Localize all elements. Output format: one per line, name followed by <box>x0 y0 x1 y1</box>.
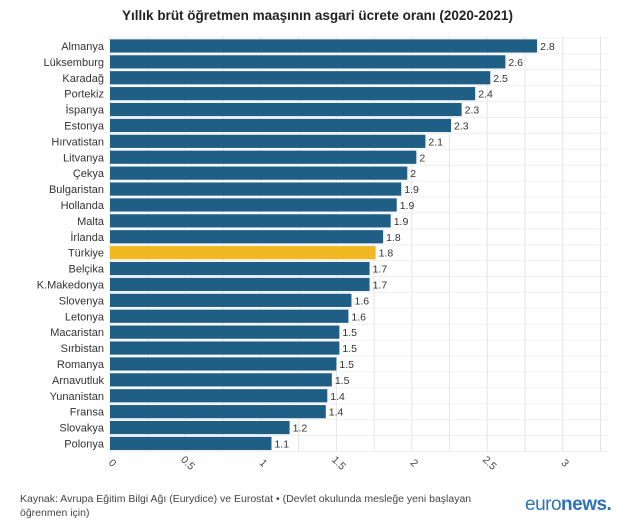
value-label: 1.7 <box>373 264 388 276</box>
value-label: 2 <box>410 168 416 180</box>
bar <box>110 389 328 403</box>
category-label: Lüksemburg <box>43 57 104 69</box>
value-label: 1.8 <box>386 232 401 244</box>
logo-part-euro: euro <box>525 494 562 515</box>
category-label: Hırvatistan <box>51 136 104 148</box>
bar <box>110 118 452 133</box>
value-label: 2.3 <box>454 120 469 132</box>
value-label: 1.5 <box>342 343 357 355</box>
value-label: 2.6 <box>508 57 523 69</box>
value-label: 1.4 <box>330 391 345 403</box>
value-label: 2.4 <box>478 89 493 101</box>
category-label: Litvanya <box>63 152 105 164</box>
category-label: Fransa <box>70 407 105 419</box>
category-label: Polonya <box>64 438 105 450</box>
euronews-logo[interactable]: euronews. <box>525 494 612 516</box>
bar <box>110 230 384 244</box>
category-label: Portekiz <box>64 89 104 101</box>
value-label: 1.6 <box>354 295 369 307</box>
bar-chart: Almanya 2.8 Lüksemburg 2.6 Karadağ 2.5 Porteki… <box>37 36 608 473</box>
bar <box>110 420 290 435</box>
bar <box>110 39 538 53</box>
bar <box>110 87 476 101</box>
bar <box>110 293 352 307</box>
category-label: Slovenya <box>59 295 105 307</box>
value-label: 1.7 <box>373 279 388 291</box>
category-label: K.Makedonya <box>37 279 105 291</box>
value-label: 1.9 <box>400 200 415 212</box>
value-label: 1.5 <box>335 375 350 387</box>
bar <box>110 246 376 260</box>
value-label: 1.6 <box>351 311 366 323</box>
category-label: Sırbistan <box>61 343 104 355</box>
category-label: Slovakya <box>59 423 105 435</box>
bar <box>110 341 340 355</box>
category-label: Bulgaristan <box>49 184 104 196</box>
x-tick-label: 0 <box>106 457 119 470</box>
x-tick-label: 0.5 <box>178 454 197 473</box>
bar <box>110 102 462 117</box>
value-label: 1.8 <box>379 248 394 260</box>
bar <box>110 309 349 323</box>
x-tick-label: 2 <box>408 457 421 470</box>
category-label: Romanya <box>57 359 105 371</box>
category-label: Türkiye <box>68 248 104 260</box>
bar <box>110 134 426 148</box>
bar <box>110 357 337 371</box>
x-tick-label: 3 <box>559 457 572 470</box>
bar <box>110 198 397 212</box>
bar <box>110 277 370 292</box>
value-label: 1.5 <box>342 327 357 339</box>
value-label: 1.9 <box>404 184 419 196</box>
bar <box>110 150 417 164</box>
category-label: Letonya <box>65 311 105 323</box>
bar <box>110 71 491 85</box>
value-label: 2.1 <box>428 136 443 148</box>
category-label: Arnavutluk <box>52 375 104 387</box>
category-label: Çekya <box>73 168 105 180</box>
category-label: Hollanda <box>61 200 105 212</box>
bar-layer <box>110 39 538 451</box>
category-label: Belçika <box>69 264 105 276</box>
chart-title: Yıllık brüt öğretmen maaşının asgari ücr… <box>122 8 513 23</box>
bar <box>110 325 340 339</box>
x-tick-label: 1.5 <box>329 454 348 473</box>
bar <box>110 214 391 228</box>
label-layer: Almanya 2.8 Lüksemburg 2.6 Karadağ 2.5 Porteki… <box>37 41 572 473</box>
value-label: 1.1 <box>274 438 289 450</box>
source-note: Kaynak: Avrupa Eğitim Bilgi Ağı (Eurydic… <box>20 493 472 519</box>
category-label: Malta <box>77 216 105 228</box>
category-label: İspanya <box>65 104 104 117</box>
bar <box>110 261 370 276</box>
value-label: 1.9 <box>394 216 409 228</box>
value-label: 1.4 <box>329 407 344 419</box>
value-label: 2.5 <box>493 73 508 85</box>
category-label: Karadağ <box>62 73 104 85</box>
value-label: 1.5 <box>339 359 354 371</box>
x-tick-label: 2.5 <box>480 454 499 473</box>
category-label: Almanya <box>61 41 105 53</box>
value-label: 2.3 <box>465 105 480 117</box>
bar <box>110 405 326 419</box>
x-tick-label: 1 <box>257 457 270 470</box>
bar <box>110 166 408 180</box>
bar <box>110 182 402 196</box>
category-label: Yunanistan <box>50 391 104 403</box>
value-label: 1.2 <box>293 423 308 435</box>
value-label: 2 <box>419 152 425 164</box>
bar <box>110 436 272 451</box>
bar <box>110 373 332 387</box>
category-label: Estonya <box>64 120 105 132</box>
bar <box>110 55 506 69</box>
logo-part-news: news. <box>561 494 612 515</box>
value-label: 2.8 <box>540 41 555 53</box>
category-label: Macaristan <box>50 327 104 339</box>
category-label: İrlanda <box>70 231 105 244</box>
grid-layer <box>109 36 608 452</box>
